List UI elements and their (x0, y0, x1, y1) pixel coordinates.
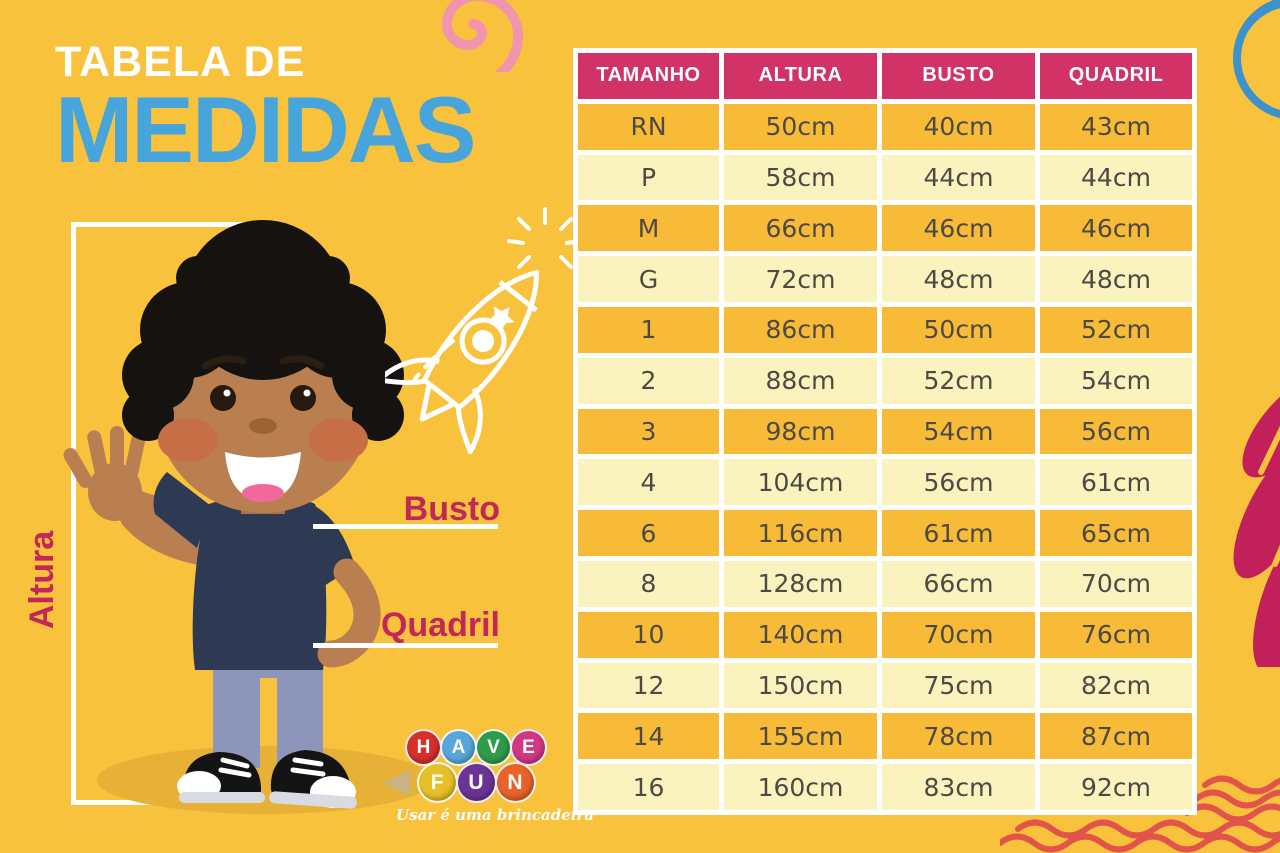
table-cell: 6 (578, 510, 719, 556)
page-title: TABELA DE MEDIDAS (55, 38, 476, 183)
table-cell: 76cm (1040, 611, 1192, 658)
table-cell: 48cm (882, 256, 1035, 302)
table-cell: 44cm (882, 154, 1035, 201)
title-line-2: MEDIDAS (55, 77, 476, 183)
table-cell: 46cm (1040, 205, 1192, 252)
table-cell: 83cm (882, 764, 1035, 810)
table-cell: 104cm (724, 459, 877, 506)
table-cell: 44cm (1040, 154, 1192, 201)
table-cell: 1 (578, 306, 719, 353)
ribbon-triangle (383, 770, 410, 796)
table-cell: 75cm (882, 662, 1035, 709)
table-cell: 54cm (882, 408, 1035, 455)
table-cell: 2 (578, 357, 719, 404)
table-cell: 72cm (724, 256, 877, 302)
quadril-label: Quadril (380, 606, 500, 644)
table-header-cell: ALTURA (724, 53, 877, 99)
logo-letter-circle: A (440, 729, 477, 766)
table-cell: 3 (578, 408, 719, 455)
table-header-cell: QUADRIL (1040, 53, 1192, 99)
table-cell: 82cm (1040, 662, 1192, 709)
quadril-underline (313, 643, 498, 648)
table-cell: 58cm (724, 154, 877, 201)
table-cell: 56cm (1040, 408, 1192, 455)
table-cell: 50cm (724, 103, 877, 150)
logo-letter-circle: U (455, 762, 497, 803)
table-cell: 54cm (1040, 357, 1192, 404)
table-cell: 56cm (882, 459, 1035, 506)
logo-letter-circle: N (494, 762, 536, 803)
boy-illustration (63, 220, 433, 814)
table-cell: 70cm (882, 611, 1035, 658)
table-cell: 8 (578, 560, 719, 607)
table-cell: 14 (578, 713, 719, 760)
size-table: TAMANHO ALTURA BUSTO QUADRIL RN 50cm 40cm 43cm P… (573, 48, 1197, 815)
table-cell: 128cm (724, 560, 877, 607)
table-cell: 88cm (724, 357, 877, 404)
busto-label: Busto (403, 490, 500, 528)
table-cell: 61cm (882, 510, 1035, 556)
table-cell: 46cm (882, 205, 1035, 252)
table-cell: 48cm (1040, 256, 1192, 302)
logo-letter-circle: F (416, 762, 458, 803)
height-bracket-vertical (71, 222, 76, 805)
table-cell: 116cm (724, 510, 877, 556)
scribble-circle-icon (1233, 0, 1280, 119)
table-cell: 66cm (724, 205, 877, 252)
table-cell: P (578, 154, 719, 201)
table-cell: 150cm (724, 662, 877, 709)
table-cell: 52cm (1040, 306, 1192, 353)
table-cell: 61cm (1040, 459, 1192, 506)
height-bracket-top-tick (71, 222, 257, 227)
busto-underline (313, 524, 498, 529)
petals-icon (1233, 376, 1280, 667)
table-cell: 160cm (724, 764, 877, 810)
waves-icon (1000, 775, 1280, 853)
table-cell: RN (578, 103, 719, 150)
table-cell: 4 (578, 459, 719, 506)
table-cell: 12 (578, 662, 719, 709)
rocket-doodle-icon (385, 207, 583, 455)
table-cell: 155cm (724, 713, 877, 760)
table-header-cell: TAMANHO (578, 53, 719, 99)
table-cell: 50cm (882, 306, 1035, 353)
table-cell: 66cm (882, 560, 1035, 607)
table-cell: M (578, 205, 719, 252)
table-cell: 86cm (724, 306, 877, 353)
table-cell: 65cm (1040, 510, 1192, 556)
spiral-icon (442, 0, 524, 72)
table-cell: 92cm (1040, 764, 1192, 810)
table-cell: 87cm (1040, 713, 1192, 760)
logo-letter-circle: H (405, 729, 442, 766)
table-cell: G (578, 256, 719, 302)
altura-label: Altura (23, 530, 61, 630)
table-cell: 52cm (882, 357, 1035, 404)
table-cell: 78cm (882, 713, 1035, 760)
table-cell: 40cm (882, 103, 1035, 150)
table-header-cell: BUSTO (882, 53, 1035, 99)
table-cell: 70cm (1040, 560, 1192, 607)
title-line-1: TABELA DE (55, 38, 306, 86)
table-cell: 43cm (1040, 103, 1192, 150)
table-cell: 98cm (724, 408, 877, 455)
table-cell: 10 (578, 611, 719, 658)
table-cell: 16 (578, 764, 719, 810)
logo-letter-circle: V (475, 729, 512, 766)
table-cell: 140cm (724, 611, 877, 658)
logo-letter-circle: E (510, 729, 547, 766)
logo-tagline: Usar é uma brincadeira (396, 806, 595, 824)
